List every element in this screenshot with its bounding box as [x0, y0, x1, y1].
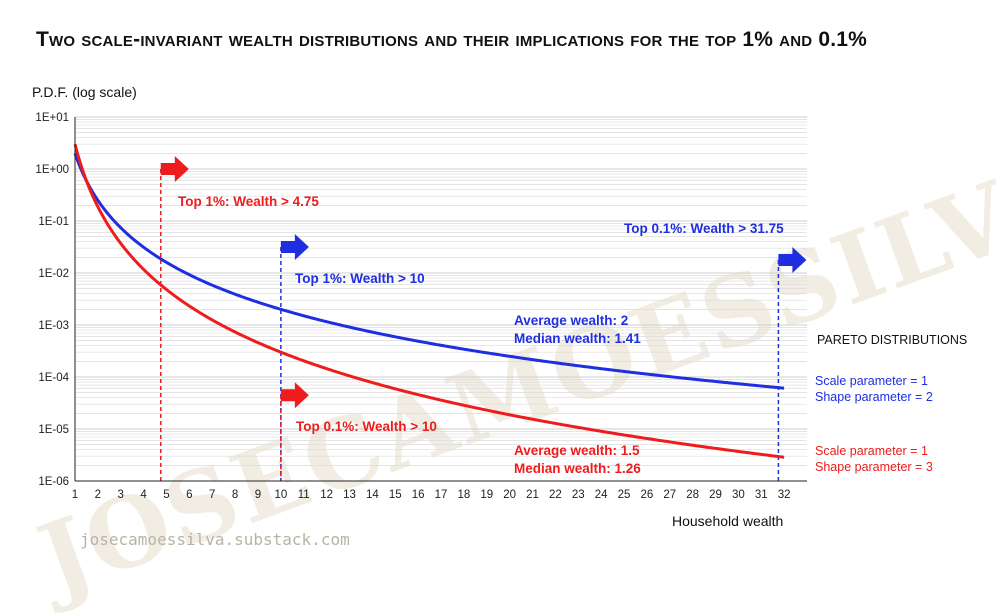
x-tick-label: 10: [274, 489, 287, 501]
y-tick-labels: 1E+01 1E+00 1E-01 1E-02 1E-03 1E-04 1E-05 1E-06: [35, 112, 69, 488]
x-tick-label: 22: [549, 489, 562, 501]
legend-heading: PARETO DISTRIBUTIONS: [817, 333, 967, 347]
footer-url: josecamoessilva.substack.com: [80, 530, 350, 549]
x-tick-label: 3: [118, 489, 124, 501]
chart-area: 1E+01 1E+00 1E-01 1E-02 1E-03 1E-04 1E-05 1E-06…: [32, 84, 967, 529]
y-tick-label: 1E-04: [38, 372, 69, 384]
x-tick-label: 2: [95, 489, 101, 501]
x-tick-labels: 1 2 3 4 5 6 7 8 9 10 11 12 13 14 15 16 17 18 19 20 21 22 23 24 2…: [72, 489, 791, 501]
x-tick-label: 11: [298, 489, 310, 501]
median-wealth-blue: Median wealth: 1.41: [514, 331, 641, 346]
x-tick-label: 31: [755, 489, 768, 501]
x-tick-label: 32: [778, 489, 791, 501]
threshold-arrow: [778, 247, 807, 273]
x-tick-label: 12: [320, 489, 333, 501]
avg-wealth-red: Average wealth: 1.5: [514, 443, 640, 458]
x-tick-label: 30: [732, 489, 745, 501]
x-tick-label: 9: [255, 489, 261, 501]
x-tick-label: 29: [709, 489, 722, 501]
x-tick-label: 24: [595, 489, 608, 501]
avg-wealth-blue: Average wealth: 2: [514, 313, 628, 328]
legend-blue-scale: Scale parameter = 1: [815, 374, 928, 388]
x-tick-label: 27: [663, 489, 676, 501]
x-tick-label: 23: [572, 489, 585, 501]
y-tick-label: 1E+00: [35, 164, 69, 176]
y-axis-label: P.D.F. (log scale): [32, 84, 137, 100]
x-tick-label: 8: [232, 489, 238, 501]
x-tick-label: 16: [412, 489, 425, 501]
median-wealth-red: Median wealth: 1.26: [514, 461, 641, 476]
label-top1-blue: Top 1%: Wealth > 10: [295, 271, 425, 286]
threshold-lines: [160, 156, 807, 481]
x-tick-label: 18: [457, 489, 470, 501]
x-tick-label: 15: [389, 489, 402, 501]
threshold-arrow: [280, 234, 309, 260]
x-tick-label: 13: [343, 489, 356, 501]
threshold-arrow: [280, 382, 309, 409]
label-top01-blue: Top 0.1%: Wealth > 31.75: [624, 221, 784, 236]
y-tick-label: 1E+01: [35, 112, 69, 124]
x-tick-label: 6: [186, 489, 192, 501]
y-tick-label: 1E-06: [38, 476, 69, 488]
x-tick-label: 7: [209, 489, 215, 501]
label-top01-red: Top 0.1%: Wealth > 10: [296, 419, 437, 434]
x-tick-label: 26: [640, 489, 653, 501]
gridlines: [75, 116, 807, 482]
legend-red-shape: Shape parameter = 3: [815, 460, 933, 474]
y-tick-label: 1E-05: [38, 424, 69, 436]
legend-blue-shape: Shape parameter = 2: [815, 390, 933, 404]
x-tick-label: 25: [618, 489, 631, 501]
x-tick-label: 17: [435, 489, 448, 501]
threshold-arrow: [160, 156, 189, 182]
x-tick-label: 14: [366, 489, 379, 501]
x-tick-label: 1: [72, 489, 78, 501]
x-tick-label: 4: [140, 489, 147, 501]
y-tick-label: 1E-01: [38, 216, 69, 228]
y-tick-label: 1E-02: [38, 268, 69, 280]
x-tick-label: 28: [686, 489, 699, 501]
series-line: [73, 152, 785, 390]
legend-red-scale: Scale parameter = 1: [815, 444, 928, 458]
x-tick-label: 21: [526, 489, 539, 501]
label-top1-red: Top 1%: Wealth > 4.75: [178, 194, 319, 209]
x-tick-label: 20: [503, 489, 516, 501]
x-tick-label: 5: [163, 489, 169, 501]
x-axis-label: Household wealth: [672, 513, 783, 529]
curves: [73, 143, 785, 459]
chart-title: Two scale-invariant wealth distributions…: [36, 28, 867, 51]
series-line: [73, 143, 785, 459]
axes: [74, 117, 807, 482]
x-tick-label: 19: [480, 489, 493, 501]
y-tick-label: 1E-03: [38, 320, 69, 332]
